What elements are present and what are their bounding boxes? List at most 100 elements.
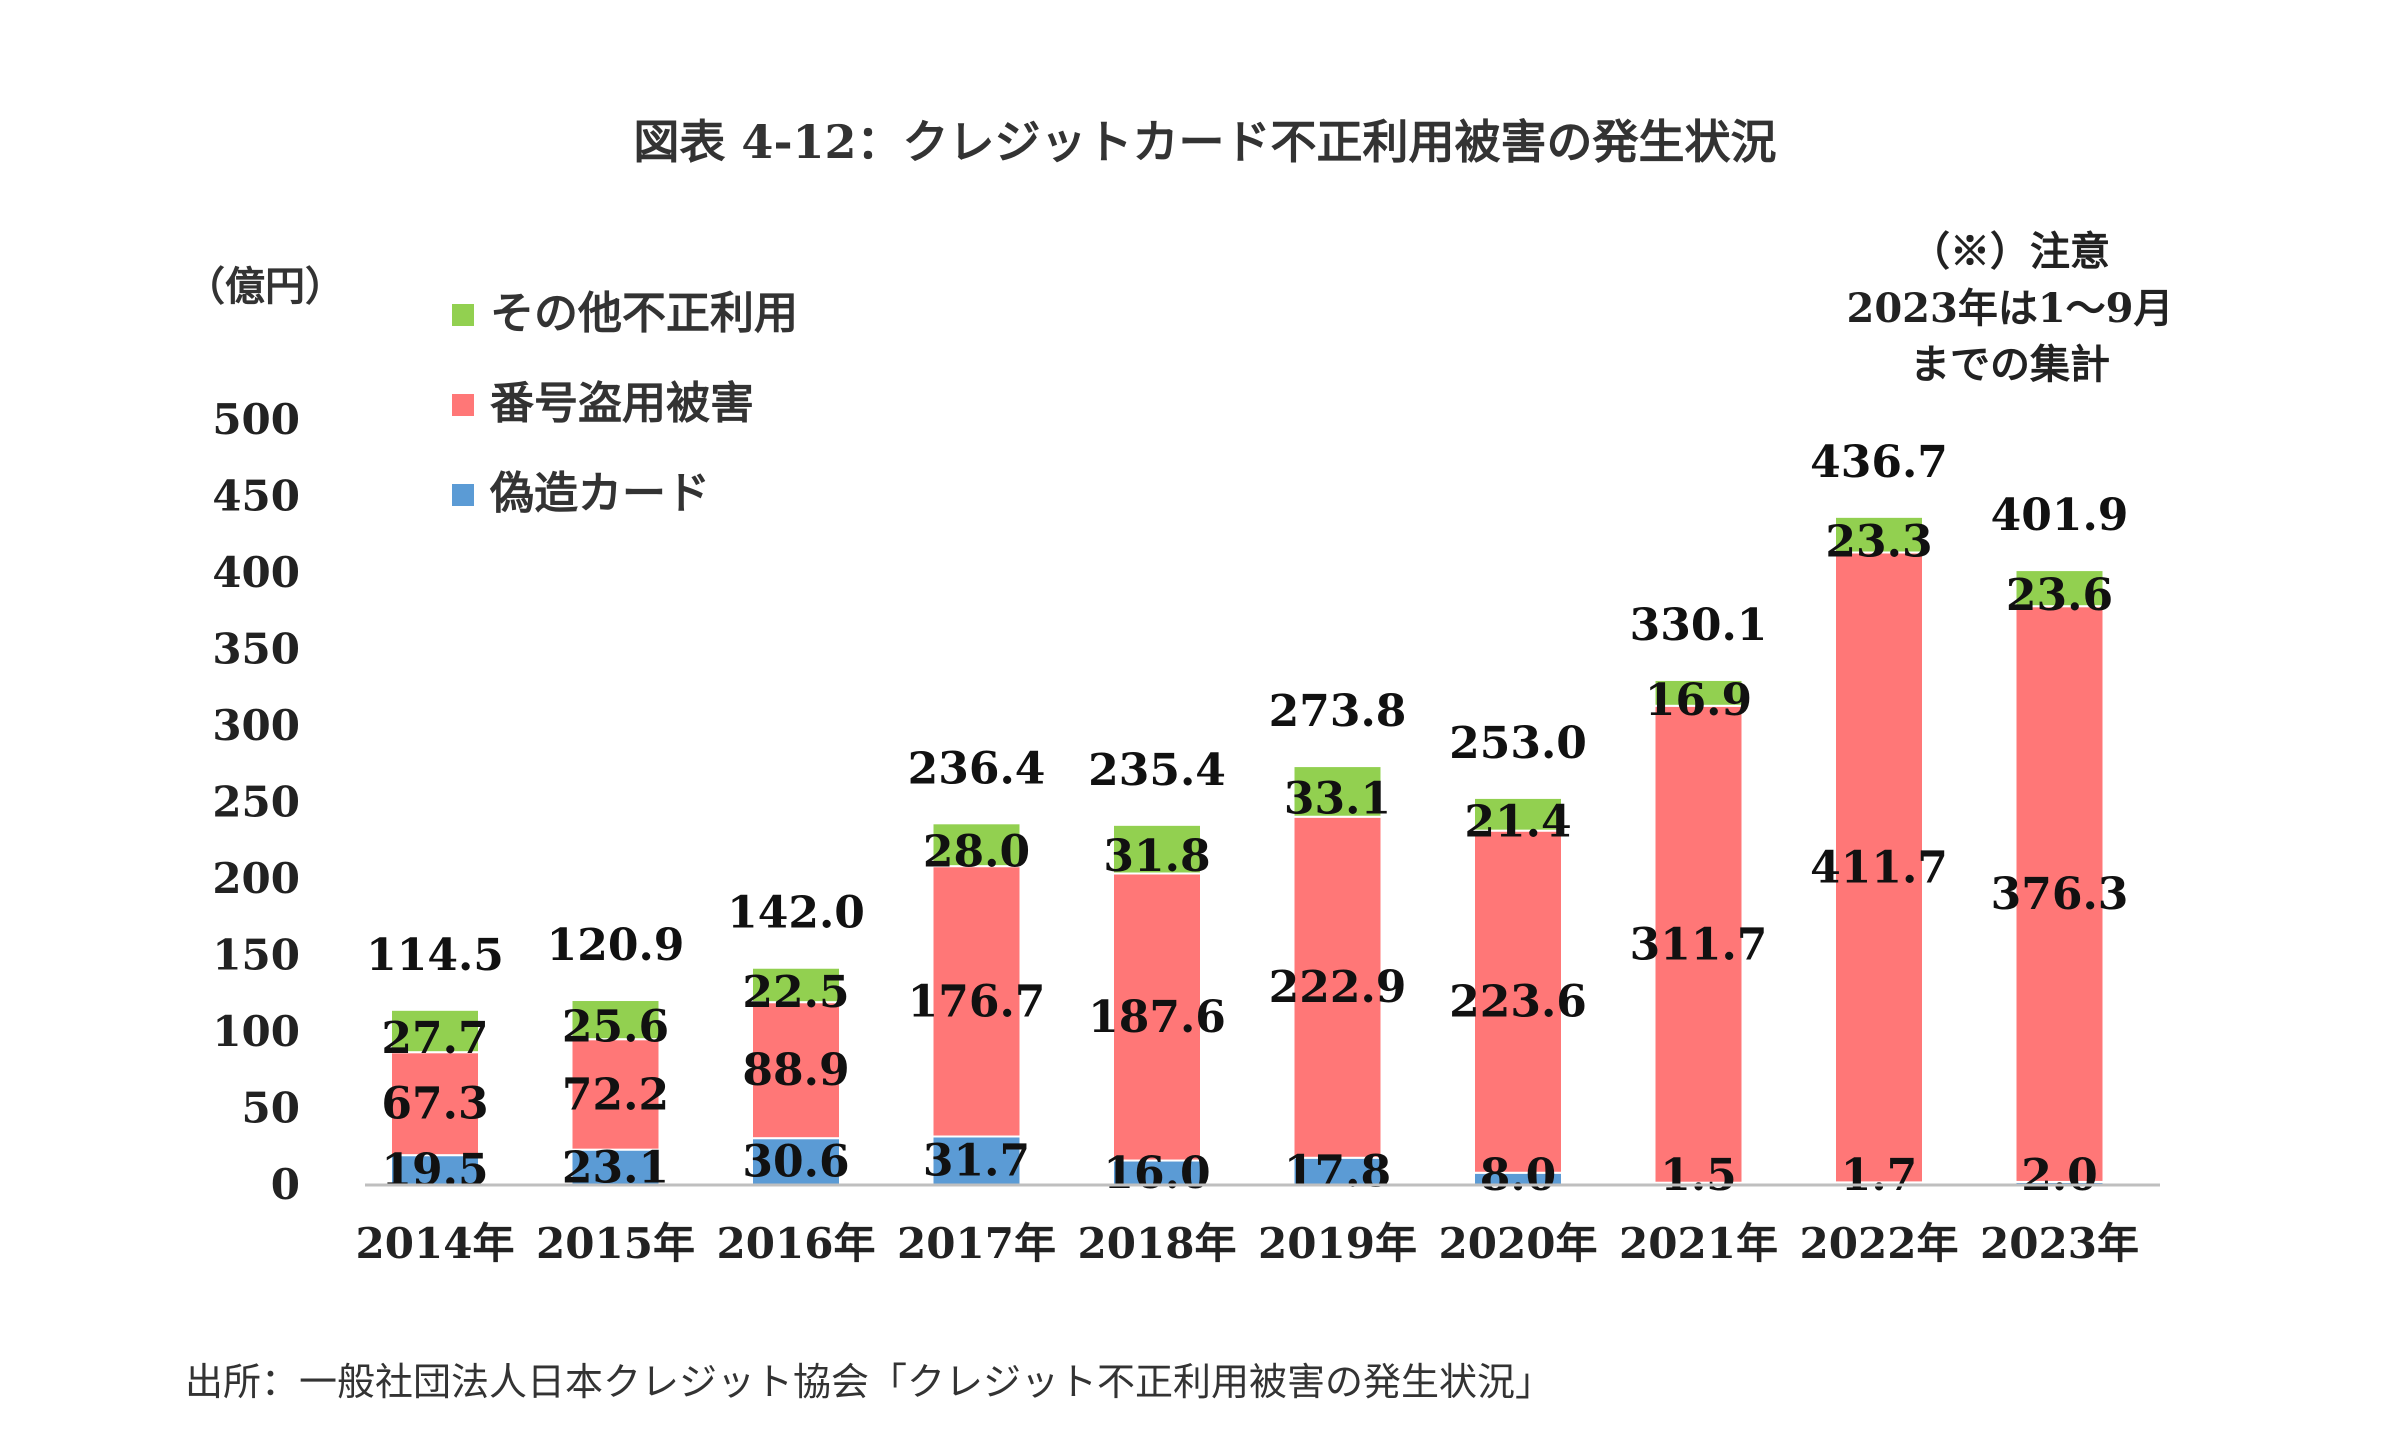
total-value-label: 235.4 [1088, 745, 1226, 796]
bar-segment [1653, 704, 1744, 1184]
source-note: 出所：一般社団法人日本クレジット協会「クレジット不正利用被害の発生状況」 [185, 1360, 1553, 1404]
segment-value-label: 376.3 [1991, 869, 2129, 920]
total-value-label: 142.0 [727, 888, 865, 939]
note-line-2: 2023年は1～9月 [1847, 285, 2174, 332]
bar-segment [390, 1051, 480, 1157]
x-tick-label: 2016年 [717, 1219, 876, 1268]
total-value-label: 330.1 [1630, 600, 1768, 651]
x-tick-label: 2018年 [1078, 1219, 1237, 1268]
segment-value-label: 1.7 [1841, 1150, 1918, 1201]
total-value-label: 436.7 [1810, 437, 1948, 488]
segment-value-label: 19.5 [381, 1145, 488, 1196]
bar-segment [1834, 551, 1924, 1184]
segment-value-label: 23.3 [1825, 517, 1932, 568]
bar-segment [751, 1137, 841, 1187]
bar-segment [1292, 765, 1383, 818]
segment-value-label: 2.0 [2021, 1150, 2098, 1201]
y-tick-label: 400 [212, 548, 300, 597]
bar-segment [931, 822, 1022, 868]
bar-segment [1112, 872, 1202, 1162]
legend-swatch [452, 484, 474, 506]
bar-segment [390, 1008, 480, 1054]
legend-swatch [452, 394, 474, 416]
segment-value-label: 21.4 [1464, 796, 1571, 847]
bar-segment [931, 865, 1022, 1138]
bar-segment [2014, 569, 2105, 608]
y-unit-label: （億円） [185, 263, 345, 310]
bar-segment [1473, 829, 1563, 1174]
segment-value-label: 8.0 [1480, 1150, 1557, 1201]
segment-value-label: 311.7 [1630, 919, 1768, 970]
segment-value-label: 67.3 [381, 1079, 488, 1130]
y-axis: 0 50 100 150 200 250 300 350 400 450 500 [212, 395, 300, 1209]
segment-value-label: 22.5 [742, 967, 849, 1018]
bar-segment [1653, 678, 1744, 707]
segment-value-label: 28.0 [923, 827, 1030, 878]
y-tick-label: 500 [212, 395, 300, 444]
total-value-label: 273.8 [1269, 686, 1407, 737]
segment-value-label: 176.7 [908, 976, 1046, 1027]
y-tick-label: 450 [212, 472, 300, 521]
segment-value-label: 30.6 [742, 1137, 849, 1188]
x-tick-label: 2015年 [536, 1219, 695, 1268]
x-tick-label: 2017年 [897, 1219, 1056, 1268]
legend-swatch [452, 304, 474, 326]
total-value-label: 401.9 [1991, 490, 2129, 541]
note-line-3: までの集計 [1910, 341, 2110, 388]
segment-value-label: 88.9 [742, 1045, 849, 1096]
segment-value-label: 25.6 [562, 1002, 669, 1053]
total-value-label: 120.9 [547, 920, 685, 971]
bar-segment [1473, 796, 1563, 832]
bar-segment [1834, 515, 1924, 554]
legend-label: 番号盗用被害 [490, 378, 754, 429]
bar-segment [1292, 1156, 1383, 1186]
x-tick-label: 2022年 [1800, 1219, 1959, 1268]
segment-value-label: 222.9 [1269, 962, 1407, 1013]
y-tick-label: 150 [212, 931, 300, 980]
note-line-1: （※）注意 [1910, 228, 2110, 275]
chart-title: 図表 4-12：クレジットカード不正利用被害の発生状況 [633, 115, 1776, 169]
segment-value-label: 27.7 [381, 1013, 488, 1064]
y-tick-label: 50 [242, 1084, 300, 1133]
segment-value-label: 33.1 [1284, 773, 1391, 824]
note: （※）注意 2023年は1～9月 までの集計 [1847, 228, 2174, 388]
segment-value-label: 23.6 [2006, 570, 2113, 621]
legend-label: その他不正利用 [490, 288, 798, 339]
total-value-label: 114.5 [366, 930, 504, 981]
bar-segment [751, 966, 841, 1004]
x-tick-label: 2014年 [356, 1219, 515, 1268]
total-value-label: 253.0 [1449, 718, 1587, 769]
y-tick-label: 350 [212, 625, 300, 674]
y-tick-label: 250 [212, 778, 300, 827]
x-tick-label: 2020年 [1439, 1219, 1598, 1268]
bar-segment [1292, 815, 1383, 1159]
segment-value-label: 16.9 [1645, 675, 1752, 726]
bar-segment [570, 1038, 661, 1151]
segment-value-label: 72.2 [562, 1069, 669, 1120]
segment-value-label: 17.8 [1284, 1146, 1391, 1197]
bar-segment [1112, 823, 1202, 875]
segment-value-label: 16.0 [1103, 1148, 1210, 1199]
bar-segment [2014, 605, 2105, 1183]
bar-segment [570, 999, 661, 1041]
x-tick-label: 2021年 [1619, 1219, 1778, 1268]
bar-segment [751, 1001, 841, 1140]
y-tick-label: 0 [271, 1160, 300, 1209]
y-tick-label: 200 [212, 854, 300, 903]
segment-value-label: 187.6 [1088, 992, 1226, 1043]
segment-value-label: 411.7 [1810, 842, 1948, 893]
x-tick-label: 2023年 [1980, 1219, 2139, 1268]
segment-value-label: 1.5 [1660, 1150, 1737, 1201]
legend-label: 偽造カード [489, 468, 710, 519]
y-tick-label: 300 [212, 701, 300, 750]
bars: 19.567.327.7114.523.172.225.6120.930.688… [366, 437, 2128, 1201]
bar-segment [570, 1148, 661, 1186]
segment-value-label: 31.7 [923, 1136, 1030, 1187]
total-value-label: 236.4 [908, 743, 1046, 794]
segment-value-label: 31.8 [1103, 831, 1210, 882]
x-axis: 2014年 2015年 2016年 2017年 2018年 2019年 2020年 2021年… [356, 1219, 2139, 1268]
y-tick-label: 100 [212, 1007, 300, 1056]
x-tick-label: 2019年 [1258, 1219, 1417, 1268]
